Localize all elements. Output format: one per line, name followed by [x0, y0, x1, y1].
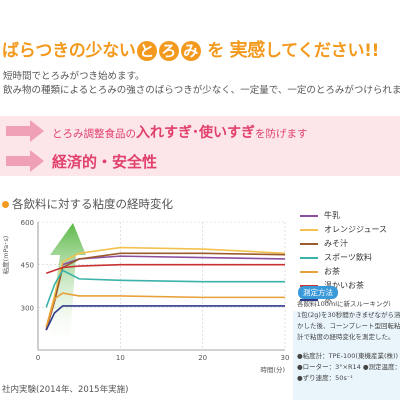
method-line-1: 1包(2g)を30秒間かきまぜながら溶 — [297, 311, 400, 319]
legend-swatch — [300, 256, 318, 259]
headline-char-mi: み — [180, 41, 201, 61]
legend-item-4: お茶 — [300, 266, 340, 277]
method-line-0: 各飲料100mlに新スルーキングi — [297, 300, 391, 308]
headline-part2: を — [207, 41, 224, 61]
y-tick-label: 300 — [21, 304, 34, 312]
banner-1-small: とろみ調整食品の — [52, 128, 136, 140]
banner-2 — [0, 146, 400, 176]
intro-line-1: 短時間でとろみがつき始めます。 — [3, 71, 145, 82]
y-axis-label: 粘度(mPa･s) — [1, 236, 10, 275]
banner-1-suffix: を防げます — [255, 128, 308, 140]
legend-item-1: オレンジジュース — [300, 224, 387, 235]
legend-item-5: 温かいお茶 — [300, 280, 364, 291]
bullet-dot-icon — [2, 201, 9, 208]
banner-2-text: 経済的・安全性 — [52, 153, 158, 171]
series-line-5 — [45, 263, 285, 274]
series-line-6 — [45, 305, 285, 331]
footnote: 社内実験(2014年、2015年実施) — [2, 385, 129, 395]
method-line-2: かした後、コーンプレート型回転粘度 — [297, 322, 400, 330]
x-tick-label: 10 — [116, 354, 125, 362]
method-line-5: ●ローター：3°×R14 ●測定温度：20℃ — [297, 363, 400, 371]
legend-item-6: 水 — [300, 294, 332, 305]
legend-item-2: みそ汁 — [300, 238, 348, 249]
pink-arrow-icon — [6, 120, 44, 142]
x-tick-label: 20 — [198, 354, 207, 362]
series-line-3 — [45, 269, 285, 308]
method-line-3: 計で粘度の経時変化を測定した。 — [297, 333, 395, 341]
headline-part3: 実感 — [229, 40, 266, 61]
rising-arrow-icon — [48, 223, 86, 340]
method-box — [293, 311, 400, 400]
headline: ばらつきの少ないとろみ を 実感してください!! — [2, 36, 398, 61]
x-axis-label: 時間(分) — [260, 365, 285, 374]
headline-char-ro: ろ — [158, 41, 179, 61]
series-line-0 — [45, 255, 286, 331]
chart-title-text: 各飲料に対する粘度の経時変化 — [12, 197, 173, 211]
x-tick-label: 30 — [281, 354, 290, 362]
legend-label: 牛乳 — [324, 211, 340, 220]
legend-label: お茶 — [324, 267, 340, 276]
series-group — [45, 246, 286, 331]
axes: 300 450 600 0 10 20 30 粘度(mPa･s) 時間(分) — [1, 219, 289, 374]
legend-swatch — [300, 298, 318, 301]
legend-label: 水 — [324, 295, 332, 304]
headline-part1: ばらつきの少ない — [2, 41, 136, 61]
method-label: 測定方法 — [298, 286, 338, 299]
pink-arrow-icon — [6, 150, 44, 172]
series-line-4 — [45, 292, 285, 328]
legend-swatch — [300, 242, 318, 245]
banner-1-bold: 入れすぎ･使いすぎ — [136, 125, 255, 141]
banner-1 — [0, 116, 400, 146]
series-line-1 — [45, 246, 286, 328]
legend-label: みそ汁 — [324, 239, 348, 248]
y-tick-label: 450 — [21, 262, 34, 270]
y-tick-label: 600 — [21, 219, 34, 227]
headline-char-to: と — [136, 41, 157, 61]
legend-item-0: 牛乳 — [300, 210, 340, 221]
legend-swatch — [300, 270, 318, 273]
intro-line-2: 飲み物の種類によるとろみの強さのばらつきが少なく、一定量で、一定のとろみがつけら… — [3, 85, 400, 96]
headline-part4: してください!! — [264, 41, 380, 61]
viscosity-chart: 300 450 600 0 10 20 30 粘度(mPa･s) 時間(分) — [1, 219, 289, 374]
legend-item-3: スポーツ飲料 — [300, 252, 372, 263]
chart-title: 各飲料に対する粘度の経時変化 — [2, 196, 173, 212]
legend-swatch — [300, 214, 318, 217]
legend-swatch — [300, 228, 318, 231]
legend-label: スポーツ飲料 — [324, 253, 372, 262]
method-line-4: ●粘度計：TPE-100(東機産業(株)) — [297, 352, 399, 360]
legend-label: オレンジジュース — [324, 225, 388, 234]
x-tick-label: 0 — [36, 354, 40, 362]
legend-label: 温かいお茶 — [324, 281, 364, 290]
method-line-6: ●ずり速度：50s⁻¹ — [297, 374, 353, 382]
banner-1-text: とろみ調整食品の入れすぎ･使いすぎを防げます — [52, 122, 308, 142]
legend-swatch — [300, 284, 318, 287]
